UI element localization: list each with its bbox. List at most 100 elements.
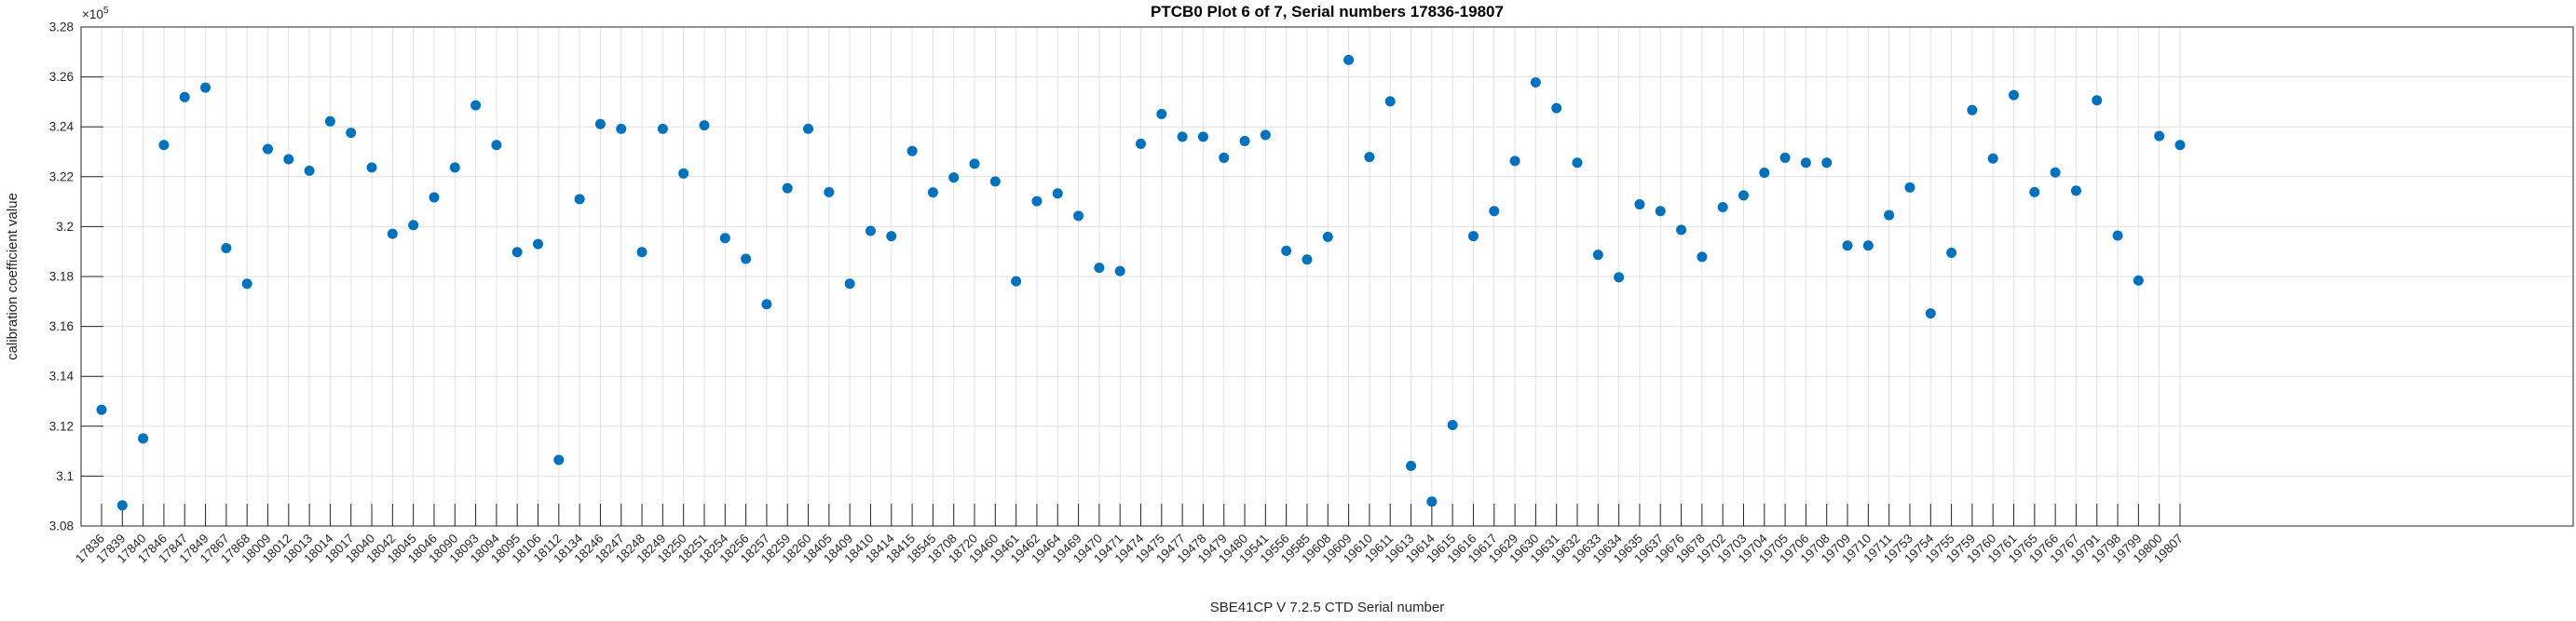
scatter-point [594, 118, 606, 129]
scatter-point [699, 120, 710, 131]
scatter-point [324, 115, 335, 127]
scatter-point [1136, 138, 1146, 149]
scatter-point [1779, 152, 1791, 163]
y-tick-label: 3.2 [56, 220, 74, 234]
scatter-point [927, 187, 938, 198]
scatter-point [1197, 131, 1208, 142]
scatter-point [1697, 251, 1708, 263]
scatter-point [116, 500, 128, 511]
chart-title: PTCB0 Plot 6 of 7, Serial numbers 17836-… [1151, 3, 1504, 20]
y-tick-label: 3.12 [49, 419, 74, 433]
scatter-point [511, 247, 523, 258]
scatter-point [1634, 199, 1645, 210]
scatter-point [1862, 240, 1874, 251]
y-tick-label: 3.1 [56, 469, 74, 483]
scatter-point [2112, 230, 2123, 241]
scatter-point [491, 140, 502, 151]
scatter-point [200, 82, 211, 93]
scatter-point [1406, 460, 1417, 471]
scatter-point [824, 186, 835, 197]
scatter-point [1343, 54, 1355, 65]
y-tick-label: 3.22 [49, 169, 74, 183]
y-tick-label: 3.18 [49, 270, 74, 284]
scatter-point [1281, 245, 1292, 256]
scatter-point [1073, 210, 1084, 222]
scatter-point [96, 404, 107, 415]
scatter-point [283, 154, 294, 165]
y-axis-label: calibration coefficient value [5, 193, 20, 360]
scatter-point [1031, 196, 1043, 207]
scatter-point [1052, 188, 1063, 199]
scatter-point [346, 128, 357, 139]
scatter-point [1800, 157, 1811, 169]
scatter-point [1219, 152, 1230, 163]
y-tick-label: 3.28 [49, 20, 74, 34]
scatter-point [138, 433, 149, 444]
scatter-point [533, 238, 544, 250]
tick-labels: 3.08 3.1 3.12 3.14 3.16 3.18 3.2 3.22 3.24 3.26 3.… [49, 20, 2186, 566]
grid-lines [81, 26, 2573, 527]
scatter-point [782, 182, 793, 194]
y-tick-label: 3.08 [49, 520, 74, 533]
scatter-point [1946, 248, 1957, 259]
scatter-point [1114, 265, 1125, 277]
scatter-point [2133, 275, 2144, 286]
x-axis-label: SBE41CP V 7.2.5 CTD Serial number [1210, 600, 1445, 615]
scatter-point [158, 140, 170, 151]
y-tick-label: 3.16 [49, 319, 74, 333]
scatter-point [1759, 168, 1770, 179]
scatter-point [553, 454, 565, 466]
scatter-point [221, 242, 232, 253]
scatter-point [989, 176, 1001, 187]
scatter-point [761, 299, 772, 310]
scatter-point [179, 91, 190, 102]
scatter-point [1614, 272, 1625, 283]
scatter-point [304, 165, 315, 176]
scatter-point [1530, 76, 1541, 88]
scatter-point [1156, 109, 1167, 120]
scatter-point [2092, 95, 2103, 106]
scatter-point [1094, 263, 1105, 274]
scatter-point [1738, 190, 1749, 201]
scatter-point [1676, 224, 1687, 236]
scatter-point [2154, 130, 2165, 142]
scatter-point [387, 228, 398, 239]
scatter-point [1967, 104, 1978, 115]
scatter-point [2009, 89, 2020, 101]
scatter-point [969, 158, 980, 169]
scatter-point [616, 123, 627, 134]
scatter-point [1302, 254, 1313, 265]
scatter-point [1842, 240, 1853, 251]
y-tick-label: 3.14 [49, 370, 75, 384]
scatter-point [1177, 131, 1188, 142]
scatter-point [241, 278, 252, 290]
scatter-point [636, 247, 647, 258]
scatter-point [657, 123, 668, 134]
scatter-point [719, 233, 730, 244]
scatter-point [408, 220, 419, 231]
y-tick-label: 3.24 [49, 120, 75, 134]
scatter-point [262, 143, 273, 155]
scatter-point [1904, 182, 1915, 193]
scatter-point [865, 225, 876, 236]
scatter-point [1592, 250, 1603, 261]
scatter-point [1717, 201, 1728, 212]
scatter-point [1821, 157, 1833, 169]
scatter-point [1364, 152, 1375, 163]
scatter-point [844, 278, 855, 290]
scatter-point [1447, 419, 1458, 430]
scatter-point [449, 162, 460, 173]
scatter-point [1572, 157, 1583, 169]
scatter-point [429, 192, 440, 203]
scatter-point [906, 145, 918, 156]
scatter-point [2029, 186, 2040, 197]
scatter-point [1987, 153, 1998, 164]
data-points [96, 54, 2186, 511]
scatter-point [678, 168, 689, 179]
y-tick-label: 3.26 [49, 70, 74, 84]
scatter-point [2174, 140, 2186, 151]
scatter-point [1489, 206, 1500, 217]
scatter-point [886, 231, 897, 242]
scatter-point [1551, 102, 1562, 114]
